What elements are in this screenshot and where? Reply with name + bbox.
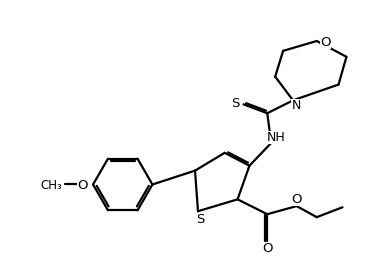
Text: N: N [291, 99, 301, 112]
Text: CH₃: CH₃ [41, 179, 62, 192]
Text: O: O [320, 36, 331, 50]
Text: O: O [77, 179, 87, 192]
Text: O: O [262, 242, 272, 255]
Text: S: S [196, 213, 204, 226]
Text: S: S [231, 97, 240, 110]
Text: O: O [292, 193, 302, 206]
Text: NH: NH [267, 131, 285, 144]
